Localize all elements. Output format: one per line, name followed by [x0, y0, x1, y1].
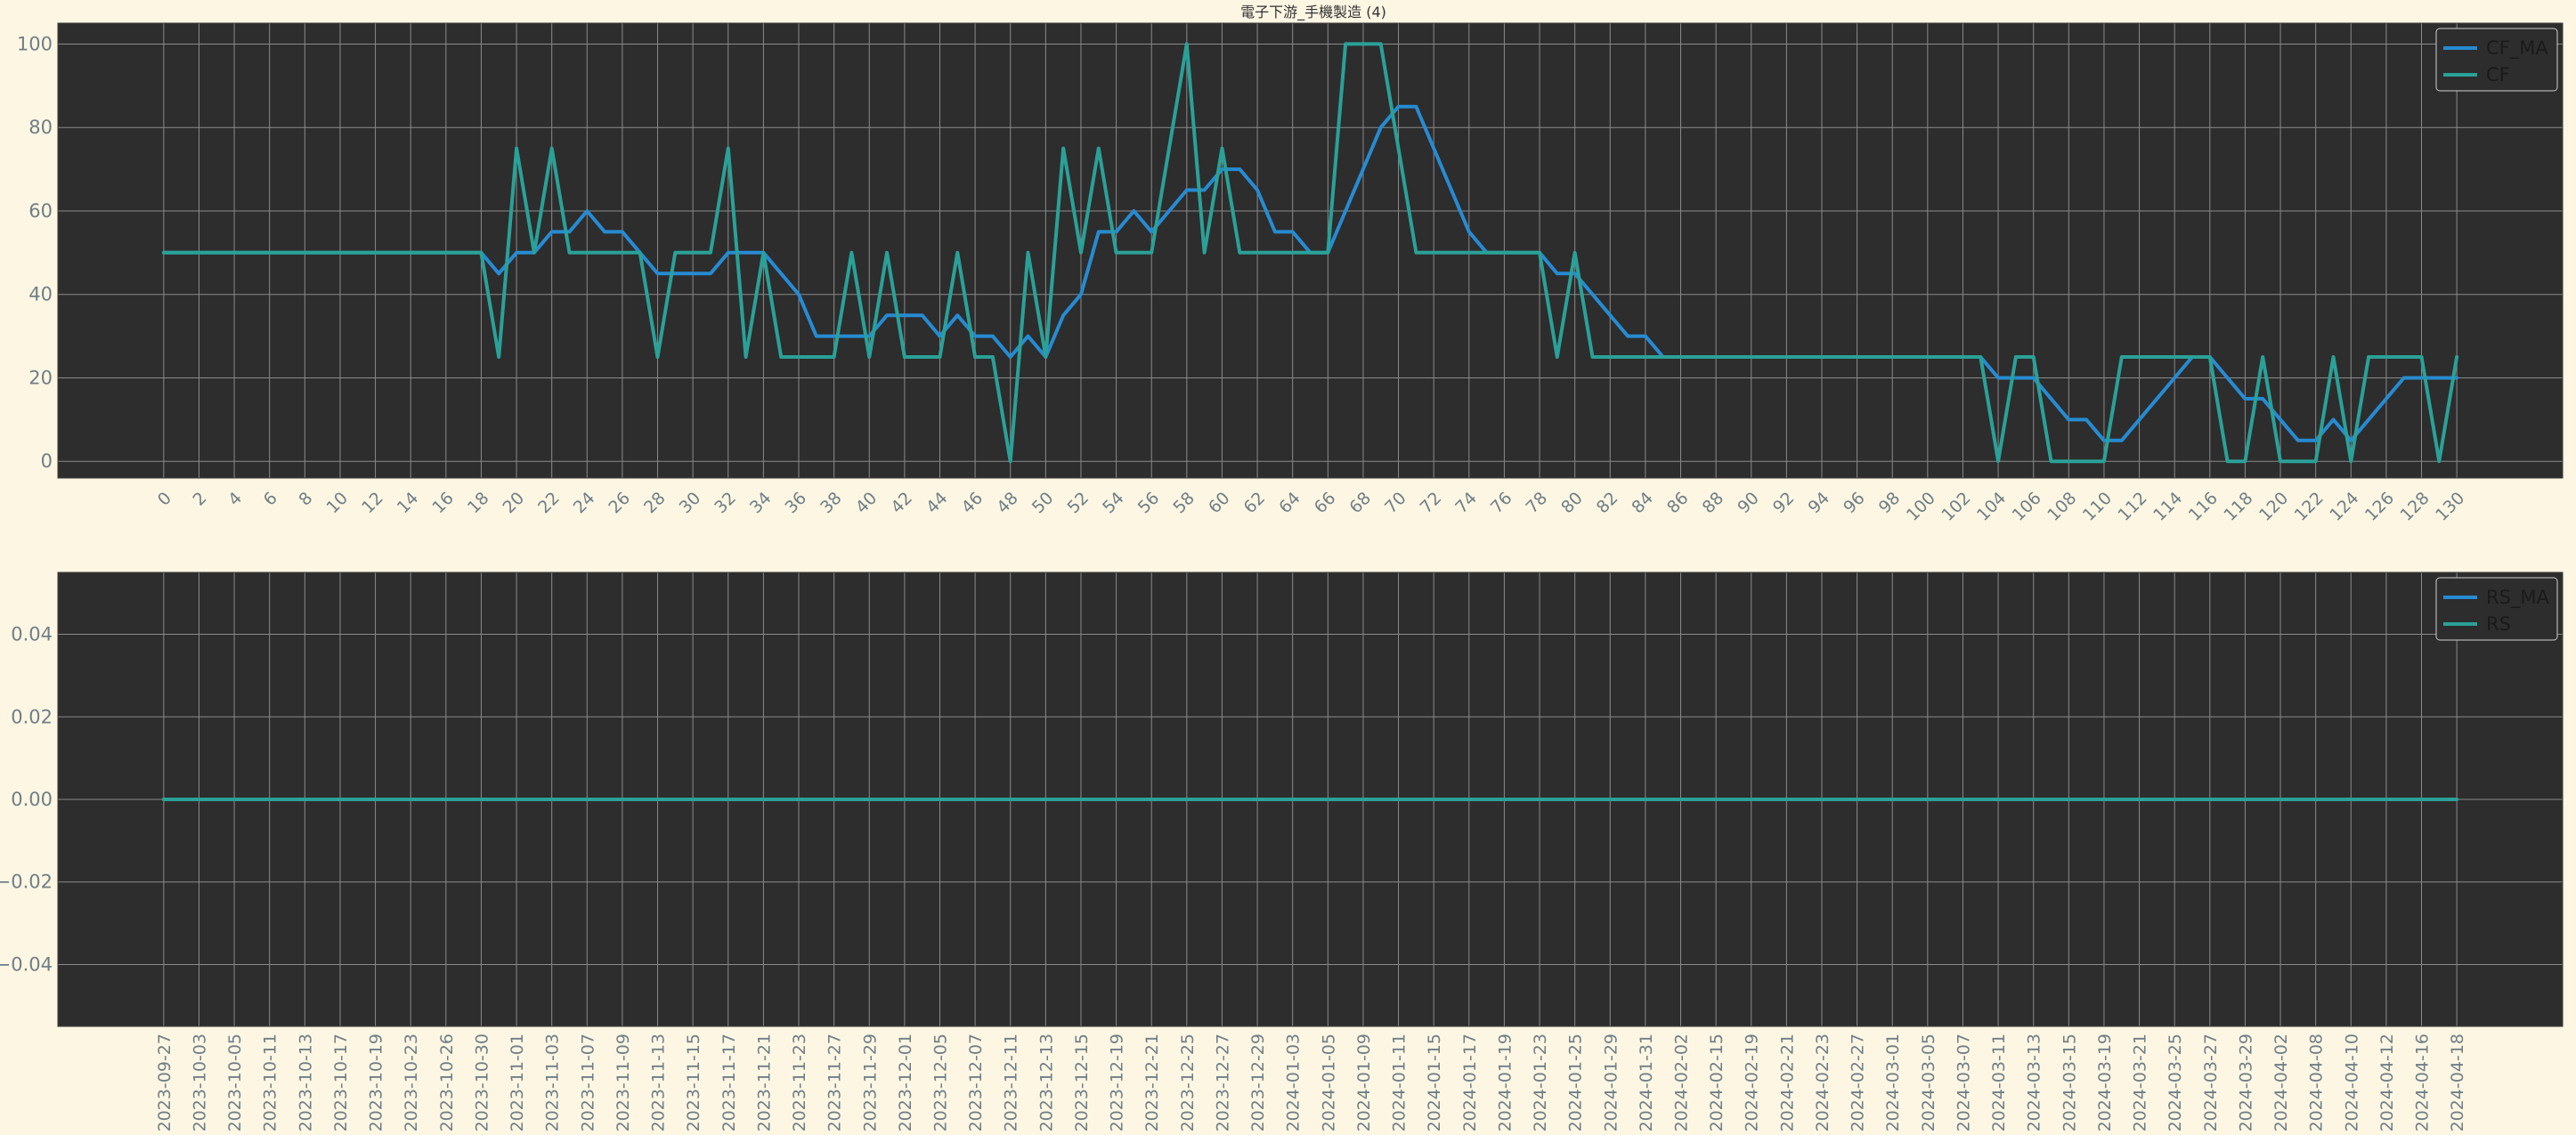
- x-tick-label: 2024-02-23: [1813, 1034, 1832, 1131]
- x-tick-label: 2024-01-15: [1425, 1034, 1444, 1131]
- x-tick-label: 2024-02-15: [1707, 1034, 1727, 1131]
- y-tick-label: 0: [41, 450, 53, 472]
- x-tick-label: 2024-03-11: [1989, 1034, 2009, 1131]
- x-tick-label: 2023-11-03: [543, 1034, 563, 1131]
- rs-legend-label: RS: [2486, 613, 2511, 635]
- x-tick-label: 2024-04-08: [2307, 1034, 2327, 1131]
- plot-frame: [57, 22, 2564, 479]
- x-tick-label: 2024-01-23: [1531, 1034, 1550, 1131]
- cf-ma-legend-label: CF_MA: [2486, 37, 2548, 60]
- x-tick-label: 2024-03-25: [2166, 1034, 2185, 1131]
- cf-panel: 0 2 4 6 8 10 12 14 16 18 20 22 24 26 28 30 32 34 36 38 40 42 4…: [17, 22, 2564, 525]
- x-tick-label: 2023-11-13: [649, 1034, 669, 1131]
- plot-frame: [57, 572, 2564, 1027]
- x-tick-label: 2023-10-11: [261, 1034, 280, 1131]
- x-tick-label: 2023-10-30: [472, 1034, 492, 1131]
- x-tick-label: 2023-10-05: [225, 1034, 245, 1131]
- x-tick-label: 2023-12-27: [1213, 1034, 1232, 1131]
- x-tick-label: 2023-11-21: [754, 1034, 774, 1131]
- x-tick-label: 2024-03-19: [2095, 1034, 2115, 1131]
- x-tick-label: 2023-12-11: [1002, 1034, 1021, 1131]
- x-tick-label: 2024-04-10: [2342, 1034, 2361, 1131]
- x-tick-label: 2024-02-02: [1672, 1034, 1692, 1131]
- cf-legend-label: CF: [2486, 64, 2510, 85]
- x-tick-label: 2024-04-18: [2448, 1034, 2467, 1131]
- x-tick-label: 2023-11-27: [825, 1034, 845, 1131]
- x-tick-label: 2023-10-26: [437, 1034, 457, 1131]
- x-tick-label: 2024-03-01: [1883, 1034, 1903, 1131]
- x-tick-label: 2023-12-01: [896, 1034, 915, 1131]
- legend: CF_MA CF: [2435, 28, 2558, 92]
- cf-line: [161, 42, 2459, 464]
- x-tick-label: 2023-12-29: [1248, 1034, 1268, 1131]
- x-tick-label: 2023-11-17: [719, 1034, 739, 1131]
- x-tick-label: 2023-11-07: [578, 1034, 597, 1131]
- x-tick-label: 2024-03-29: [2236, 1034, 2255, 1131]
- x-tick-label: 2023-09-27: [155, 1034, 175, 1131]
- x-tick-label: 2024-01-31: [1637, 1034, 1656, 1131]
- x-tick-label: 2024-03-13: [2025, 1034, 2044, 1131]
- chart-title: 電子下游_手機製造 (4): [1240, 4, 1386, 21]
- legend: RS_MA RS: [2435, 577, 2558, 641]
- rs-panel: 2023-09-27 2023-10-03 2023-10-05 2023-10-11…: [0, 572, 2564, 1131]
- x-tick-label: 2023-12-19: [1108, 1034, 1127, 1131]
- x-tick-label: 2023-10-03: [190, 1034, 209, 1131]
- x-tick-label: 2024-01-03: [1284, 1034, 1304, 1131]
- x-tick-label: 2023-12-21: [1142, 1034, 1162, 1131]
- x-tick-label: 2023-12-15: [1072, 1034, 1092, 1131]
- y-tick-label: 40: [28, 284, 53, 305]
- x-tick-label: 2024-01-25: [1566, 1034, 1586, 1131]
- x-tick-label: 2024-03-15: [2060, 1034, 2079, 1131]
- x-tick-label: 2024-02-19: [1743, 1034, 1762, 1131]
- x-tick-label: 2023-10-13: [296, 1034, 315, 1131]
- y-tick-label: 0.00: [11, 789, 53, 810]
- x-tick-label: 2024-04-02: [2271, 1034, 2291, 1131]
- x-tick-label: 2023-10-19: [367, 1034, 386, 1131]
- y-tick-label: 20: [28, 367, 53, 388]
- x-tick-label: 2024-03-27: [2201, 1034, 2221, 1131]
- x-tick-label: 2024-03-07: [1954, 1034, 1973, 1131]
- x-tick-label: 2024-03-21: [2131, 1034, 2150, 1131]
- y-tick-label: 0.04: [11, 624, 53, 645]
- y-tick-label: 60: [28, 200, 53, 222]
- x-tick-label: 2024-01-09: [1354, 1034, 1374, 1131]
- x-tick-label: 2024-04-12: [2377, 1034, 2397, 1131]
- x-tick-label: 2024-01-11: [1390, 1034, 1410, 1131]
- x-tick-label: 2023-12-25: [1178, 1034, 1198, 1131]
- x-tick-label: 2023-12-05: [930, 1034, 950, 1131]
- x-tick-label: 2023-11-29: [860, 1034, 880, 1131]
- x-tick-label: 2024-03-05: [1919, 1034, 1938, 1131]
- y-tick-label: 80: [28, 117, 53, 138]
- x-tick-label: 2023-11-15: [684, 1034, 703, 1131]
- y-tick-label: −0.04: [0, 953, 53, 975]
- x-tick-label: 2023-12-07: [966, 1034, 986, 1131]
- x-tick-label: 2024-02-27: [1849, 1034, 1868, 1131]
- x-tick-label: 2024-01-29: [1601, 1034, 1621, 1131]
- x-tick-label: 2023-11-01: [508, 1034, 527, 1131]
- rs-ma-legend-label: RS_MA: [2486, 587, 2550, 609]
- x-tick-label: 2023-10-23: [402, 1034, 421, 1131]
- x-tick-label: 2023-11-23: [790, 1034, 809, 1131]
- y-tick-label: 100: [17, 33, 53, 54]
- x-tick-label: 2023-11-09: [614, 1034, 633, 1131]
- x-tick-label: 2024-01-19: [1495, 1034, 1515, 1131]
- x-tick-label: 2023-12-13: [1036, 1034, 1056, 1131]
- x-tick-label: 2023-10-17: [331, 1034, 351, 1131]
- x-tick-label: 2024-04-16: [2413, 1034, 2433, 1131]
- x-tick-label: 2024-01-17: [1460, 1034, 1480, 1131]
- x-tick-label: 2024-01-05: [1319, 1034, 1338, 1131]
- y-tick-label: 0.02: [11, 706, 53, 727]
- x-tick-label: 2024-02-21: [1777, 1034, 1797, 1131]
- y-tick-label: −0.02: [0, 872, 53, 893]
